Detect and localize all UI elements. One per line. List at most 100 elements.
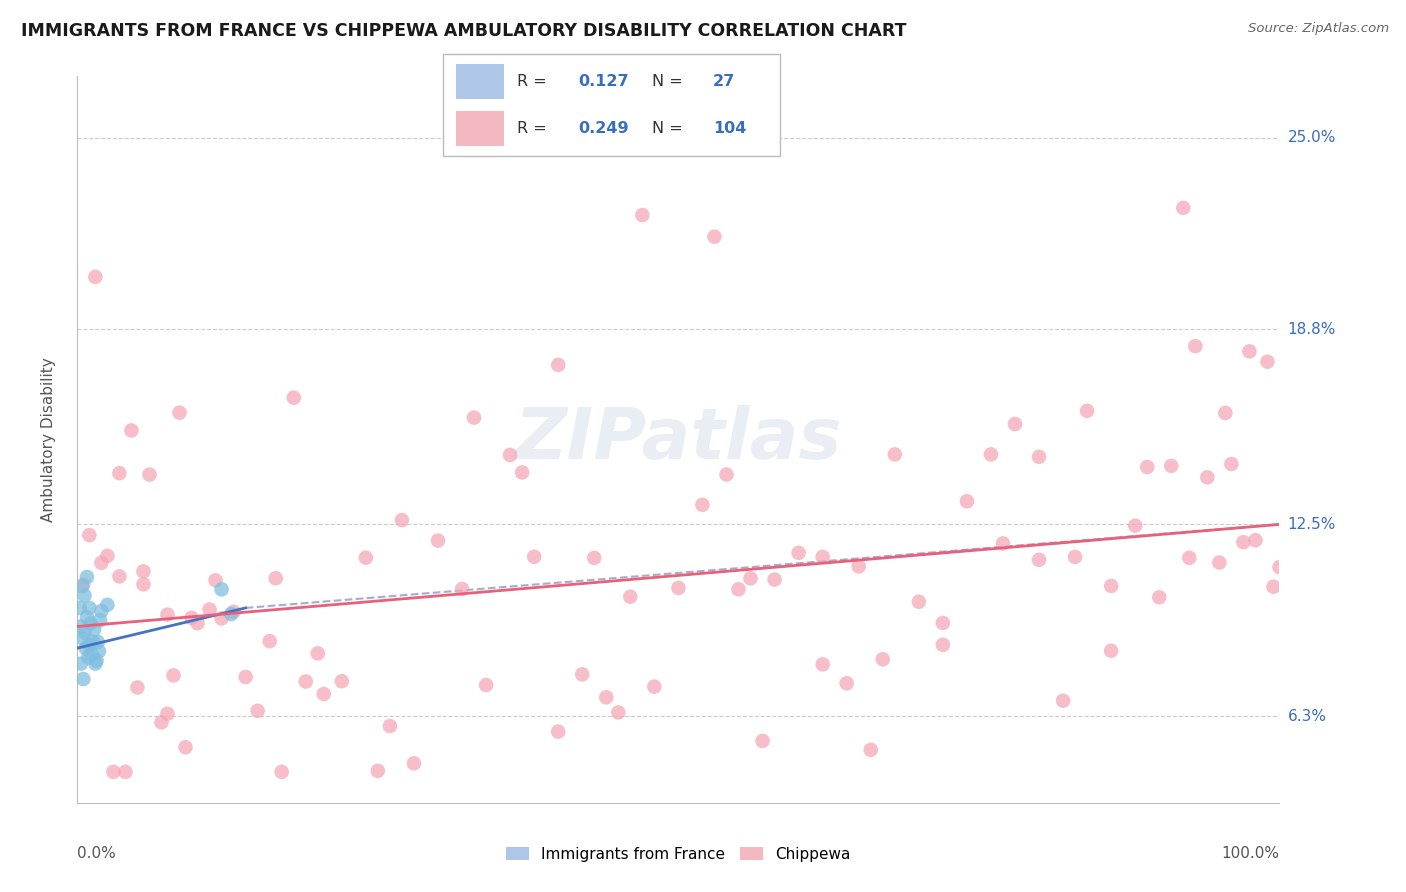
- Text: 12.5%: 12.5%: [1288, 516, 1336, 532]
- Point: [811, 549, 834, 564]
- Text: 104: 104: [713, 121, 747, 136]
- Text: N =: N =: [652, 121, 688, 136]
- Point: [991, 536, 1014, 550]
- Point: [475, 678, 498, 692]
- Point: [79, 601, 101, 615]
- Point: [79, 528, 101, 542]
- Point: [283, 391, 305, 405]
- Point: [1239, 344, 1261, 359]
- Bar: [457, 111, 503, 145]
- Point: [367, 764, 389, 778]
- Point: [463, 410, 485, 425]
- Point: [114, 764, 136, 779]
- Point: [138, 467, 160, 482]
- Point: [79, 638, 101, 652]
- Point: [87, 644, 110, 658]
- Text: 0.127: 0.127: [578, 74, 628, 88]
- Point: [108, 466, 131, 480]
- Point: [162, 668, 184, 682]
- Point: [76, 570, 98, 584]
- Point: [908, 595, 931, 609]
- Point: [703, 229, 725, 244]
- Point: [932, 615, 955, 630]
- Point: [127, 681, 149, 695]
- Point: [69, 601, 91, 615]
- Text: 25.0%: 25.0%: [1288, 130, 1336, 145]
- Point: [156, 706, 179, 721]
- Point: [204, 574, 226, 588]
- Point: [219, 607, 242, 621]
- Point: [72, 672, 94, 686]
- Point: [246, 704, 269, 718]
- Point: [294, 674, 316, 689]
- Point: [156, 607, 179, 622]
- Point: [523, 549, 546, 564]
- Point: [132, 577, 155, 591]
- Point: [727, 582, 749, 597]
- Point: [1173, 201, 1195, 215]
- Point: [583, 550, 606, 565]
- Y-axis label: Ambulatory Disability: Ambulatory Disability: [42, 357, 56, 522]
- Text: ZIPatlas: ZIPatlas: [515, 405, 842, 474]
- Point: [378, 719, 401, 733]
- Point: [607, 706, 630, 720]
- Point: [73, 589, 96, 603]
- Point: [180, 611, 202, 625]
- Point: [1136, 459, 1159, 474]
- Point: [1004, 417, 1026, 431]
- Bar: [457, 64, 503, 99]
- Point: [90, 604, 112, 618]
- Point: [1123, 518, 1146, 533]
- Point: [1244, 533, 1267, 548]
- Point: [87, 635, 110, 649]
- Point: [84, 657, 107, 671]
- Point: [75, 641, 97, 656]
- Text: 0.249: 0.249: [578, 121, 628, 136]
- Point: [222, 605, 245, 619]
- Text: R =: R =: [517, 74, 553, 88]
- Point: [835, 676, 858, 690]
- Text: 27: 27: [713, 74, 735, 88]
- Point: [211, 582, 233, 597]
- Point: [1064, 549, 1087, 564]
- Point: [787, 546, 810, 560]
- Point: [631, 208, 654, 222]
- Point: [643, 680, 665, 694]
- Point: [312, 687, 335, 701]
- Text: IMMIGRANTS FROM FRANCE VS CHIPPEWA AMBULATORY DISABILITY CORRELATION CHART: IMMIGRANTS FROM FRANCE VS CHIPPEWA AMBUL…: [21, 22, 907, 40]
- Point: [1178, 550, 1201, 565]
- Point: [259, 634, 281, 648]
- Point: [872, 652, 894, 666]
- Point: [1149, 591, 1171, 605]
- Point: [1232, 535, 1254, 549]
- Point: [402, 756, 425, 771]
- Point: [1220, 457, 1243, 471]
- Text: N =: N =: [652, 74, 688, 88]
- Point: [72, 632, 94, 646]
- Point: [82, 635, 104, 649]
- Text: 18.8%: 18.8%: [1288, 322, 1336, 337]
- Point: [86, 653, 108, 667]
- Point: [73, 625, 96, 640]
- Text: Source: ZipAtlas.com: Source: ZipAtlas.com: [1249, 22, 1389, 36]
- Text: 0.0%: 0.0%: [77, 847, 117, 862]
- Point: [330, 674, 353, 689]
- Point: [510, 466, 533, 480]
- Text: 6.3%: 6.3%: [1288, 708, 1327, 723]
- Point: [1028, 450, 1050, 464]
- Point: [1208, 556, 1230, 570]
- Point: [270, 764, 292, 779]
- Point: [1197, 470, 1219, 484]
- Point: [307, 646, 329, 660]
- Point: [186, 616, 209, 631]
- Text: R =: R =: [517, 121, 553, 136]
- Point: [571, 667, 593, 681]
- Point: [264, 571, 287, 585]
- Point: [96, 549, 118, 563]
- Point: [692, 498, 714, 512]
- Text: 100.0%: 100.0%: [1222, 847, 1279, 862]
- Point: [150, 715, 173, 730]
- Point: [76, 610, 98, 624]
- Point: [883, 447, 905, 461]
- Point: [932, 638, 955, 652]
